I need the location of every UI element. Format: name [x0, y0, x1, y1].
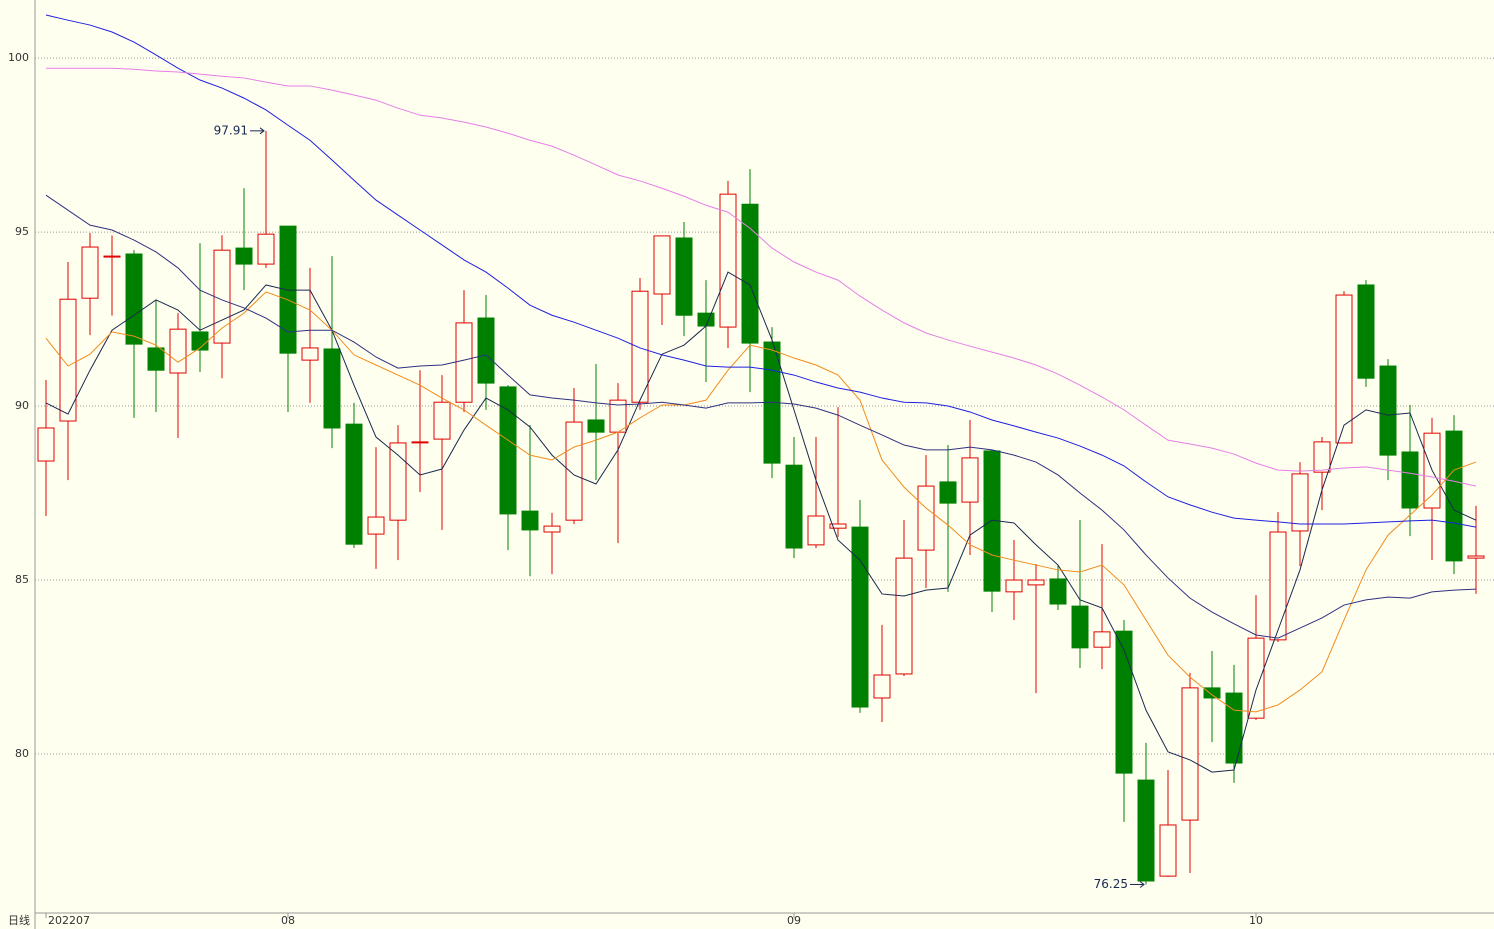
y-tick-label: 90: [15, 399, 29, 412]
candle-body: [1225, 692, 1243, 764]
x-tick-label: 10: [1249, 914, 1263, 927]
candle-body: [1247, 637, 1265, 719]
candle-body: [37, 427, 55, 462]
extreme-arrowhead: [1139, 881, 1145, 888]
candle-body: [1005, 579, 1023, 593]
candle-body: [279, 225, 297, 354]
candle-body: [939, 481, 957, 504]
candle-body: [477, 317, 495, 384]
candle-body: [169, 328, 187, 374]
moving-average: [45, 14, 1477, 528]
moving-average: [45, 271, 1477, 773]
moving-average: [45, 291, 1477, 713]
candle-body: [587, 419, 605, 433]
candle-body: [455, 322, 473, 403]
candle-body: [1357, 284, 1375, 379]
y-tick-label: 85: [15, 573, 29, 586]
candle-body: [1335, 294, 1353, 444]
moving-average: [45, 194, 1477, 639]
candle-body: [1269, 531, 1287, 641]
candle-body: [1049, 578, 1067, 605]
x-tick-label: 08: [281, 914, 295, 927]
moving-average: [46, 67, 1477, 487]
candle-body: [829, 523, 847, 529]
candle-body: [785, 464, 803, 549]
candle-body: [873, 674, 891, 699]
candle-body: [1313, 441, 1331, 473]
candle-body: [323, 348, 341, 429]
candle-body: [741, 203, 759, 344]
candle-body: [389, 442, 407, 521]
candle-body: [1137, 779, 1155, 882]
candle-body: [345, 423, 363, 545]
candle-body: [301, 347, 319, 361]
candle-body: [719, 193, 737, 328]
candle-body: [1467, 555, 1485, 559]
candle-body: [103, 255, 121, 258]
candle-body: [257, 233, 275, 265]
extreme-arrowhead: [259, 127, 265, 135]
candle-body: [807, 515, 825, 546]
candle-body: [213, 249, 231, 344]
candle-body: [1071, 605, 1089, 649]
candle-body: [1203, 687, 1221, 699]
y-tick-label: 100: [8, 51, 29, 64]
candle-body: [565, 421, 583, 521]
candle-body: [1115, 630, 1133, 774]
candle-body: [851, 526, 869, 708]
candle-body: [1401, 451, 1419, 509]
candle-body: [1027, 579, 1045, 586]
candle-body: [675, 237, 693, 316]
candle-body: [543, 525, 561, 533]
candle-body: [367, 516, 385, 535]
y-tick-label: 95: [15, 225, 29, 238]
candle-body: [961, 457, 979, 503]
candle-body: [697, 312, 715, 327]
candle-body: [411, 441, 429, 444]
candle-body: [1093, 631, 1111, 648]
candle-body: [1445, 430, 1463, 562]
candle-body: [81, 246, 99, 299]
x-tick-label: 09: [787, 914, 801, 927]
candle-body: [1379, 365, 1397, 456]
candle-body: [147, 347, 165, 371]
candle-body: [235, 247, 253, 265]
candle-body: [499, 386, 517, 515]
candle-body: [1181, 687, 1199, 821]
candle-body: [895, 557, 913, 675]
y-tick-label: 80: [15, 747, 29, 760]
x-axis-label: 日线: [8, 913, 30, 927]
candle-body: [631, 290, 649, 403]
candle-body: [1159, 824, 1177, 877]
candle-body: [1291, 473, 1309, 532]
candle-body: [125, 253, 143, 345]
candle-body: [433, 401, 451, 440]
candle-body: [917, 485, 935, 551]
candle-body: [521, 510, 539, 531]
x-tick-label: 202207: [48, 914, 90, 927]
candle-body: [653, 235, 671, 295]
candle-body: [59, 298, 77, 422]
extreme-label: 97.91: [214, 123, 248, 137]
extreme-label: 76.25: [1094, 877, 1128, 891]
